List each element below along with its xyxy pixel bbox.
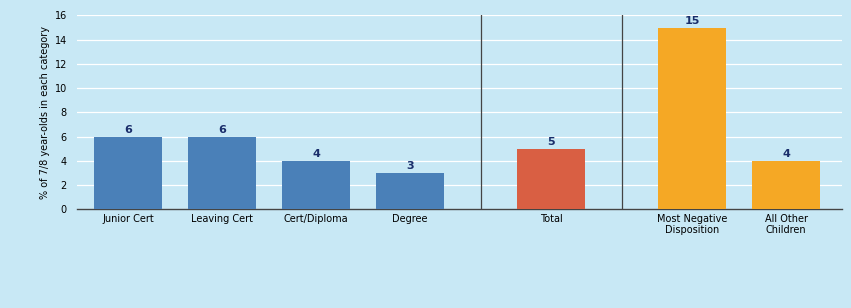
Text: 4: 4 [782,149,790,159]
Text: 15: 15 [684,16,700,26]
Bar [659,27,726,209]
Y-axis label: % of 7/8 year-olds in each category: % of 7/8 year-olds in each category [40,26,50,199]
Bar [283,161,350,209]
Text: 4: 4 [312,149,320,159]
Bar [94,137,162,209]
Bar [752,161,820,209]
Bar [376,173,444,209]
Bar [188,137,256,209]
Text: 5: 5 [547,137,555,147]
Text: 6: 6 [219,125,226,135]
Text: 6: 6 [124,125,132,135]
Text: 3: 3 [407,161,414,171]
Bar [517,149,585,209]
